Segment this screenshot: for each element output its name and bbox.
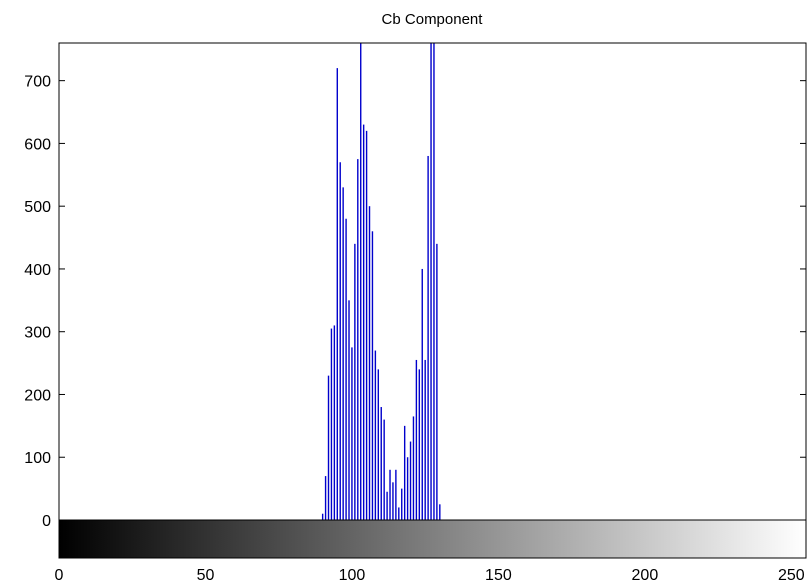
histogram-bar [439, 504, 441, 520]
histogram-bar [368, 206, 371, 520]
histogram-bar [383, 419, 385, 520]
y-axis: 0 100 200 300 400 500 600 700 [24, 74, 806, 530]
histogram-bar [360, 43, 362, 520]
histogram-bar [327, 375, 330, 520]
histogram-bar [395, 469, 397, 520]
y-tick-label: 300 [24, 325, 51, 342]
x-tick-label: 50 [197, 567, 215, 584]
histogram-bar [401, 488, 403, 520]
histogram-bar [392, 482, 394, 520]
histogram-bar [348, 300, 350, 520]
y-tick-label: 600 [24, 136, 51, 153]
y-tick-label: 100 [24, 450, 51, 467]
histogram-bar [406, 457, 409, 520]
y-tick-label: 700 [24, 74, 51, 91]
y-tick-label: 400 [24, 262, 51, 279]
histogram-bar [389, 469, 391, 520]
histogram-bar [365, 130, 368, 520]
x-tick-label: 150 [485, 567, 512, 584]
histogram-bar [333, 325, 336, 520]
histogram-bar [362, 124, 365, 520]
histogram-bar [424, 359, 426, 520]
histogram-bar [412, 416, 415, 520]
histogram-bar [324, 476, 327, 520]
x-axis: 0 50 100 150 200 250 [55, 520, 805, 584]
histogram-bar [398, 507, 400, 520]
histogram-bar [409, 441, 412, 520]
bar-series [321, 43, 441, 521]
y-tick-label: 500 [24, 199, 51, 216]
histogram-bar [427, 155, 429, 520]
y-tick-label: 200 [24, 387, 51, 404]
histogram-bar [336, 68, 338, 521]
histogram-bar [380, 407, 382, 520]
histogram-bar [433, 43, 435, 520]
histogram-bar [345, 218, 347, 521]
histogram-bar [330, 328, 333, 520]
histogram-bar [418, 369, 421, 520]
histogram-bar [339, 162, 341, 520]
grayscale-colorbar [59, 520, 806, 558]
x-tick-label: 250 [778, 567, 805, 584]
x-tick-label: 200 [632, 567, 659, 584]
chart-title: Cb Component [382, 11, 484, 28]
histogram-bar [351, 347, 353, 520]
plot-frame [58, 42, 807, 559]
histogram-bar [371, 231, 374, 521]
histogram-bar [357, 159, 359, 521]
histogram-bar [436, 243, 438, 520]
y-tick-label: 0 [42, 513, 51, 530]
plot-area [59, 43, 806, 520]
histogram-bar [342, 187, 344, 521]
x-tick-label: 100 [339, 567, 366, 584]
x-tick-label: 0 [55, 567, 64, 584]
histogram-bar [321, 513, 324, 520]
histogram-bar [403, 425, 406, 520]
histogram-bar [415, 359, 418, 520]
histogram-bar [374, 350, 377, 520]
histogram-bar [386, 491, 388, 520]
histogram-bar [354, 243, 356, 520]
histogram-bar [430, 43, 432, 520]
histogram-bar [421, 268, 423, 520]
histogram-bar [377, 369, 380, 520]
